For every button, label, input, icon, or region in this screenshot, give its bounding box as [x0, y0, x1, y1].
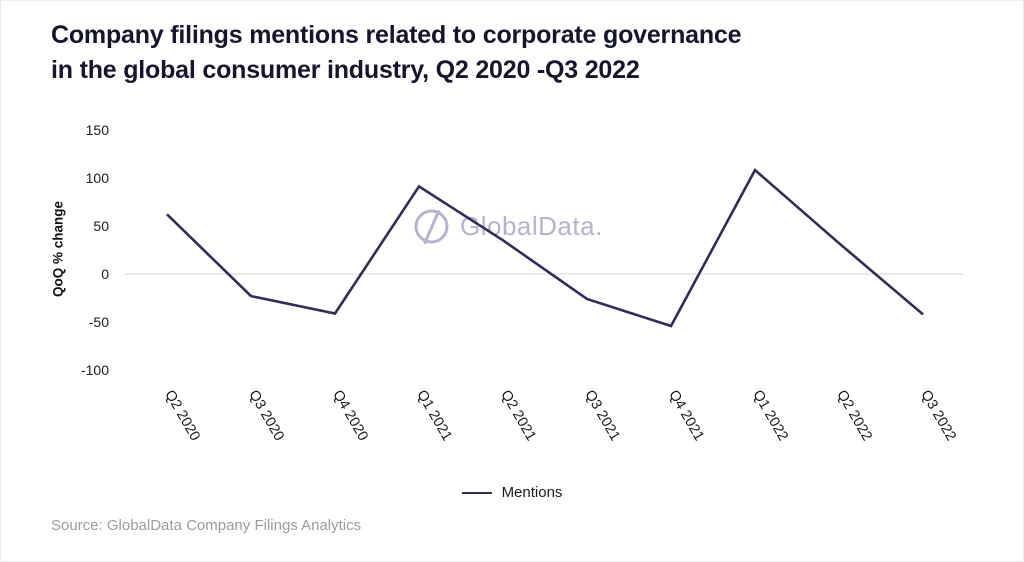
y-tick-label: 150: [85, 121, 109, 138]
globaldata-logo-icon: [414, 209, 449, 244]
series-line-mentions: [166, 168, 924, 328]
chart-title: Company filings mentions related to corp…: [51, 18, 742, 88]
y-tick-label: 50: [93, 217, 109, 234]
watermark-text: GlobalData.: [460, 211, 603, 241]
source-text: Source: GlobalData Company Filings Analy…: [51, 517, 362, 534]
legend-label: Mentions: [501, 484, 563, 501]
legend-line-swatch: [461, 491, 492, 494]
y-tick-label: 0: [101, 266, 109, 282]
globaldata-watermark: GlobalData.: [412, 207, 603, 246]
y-tick-label: 100: [85, 169, 109, 186]
chart-title-line-2: in the global consumer industry, Q2 2020…: [51, 56, 640, 84]
y-tick-label: -50: [88, 314, 109, 331]
chart-title-line-1: Company filings mentions related to corp…: [51, 21, 742, 49]
legend: Mentions: [1, 484, 1023, 501]
y-tick-label: -100: [80, 362, 109, 379]
